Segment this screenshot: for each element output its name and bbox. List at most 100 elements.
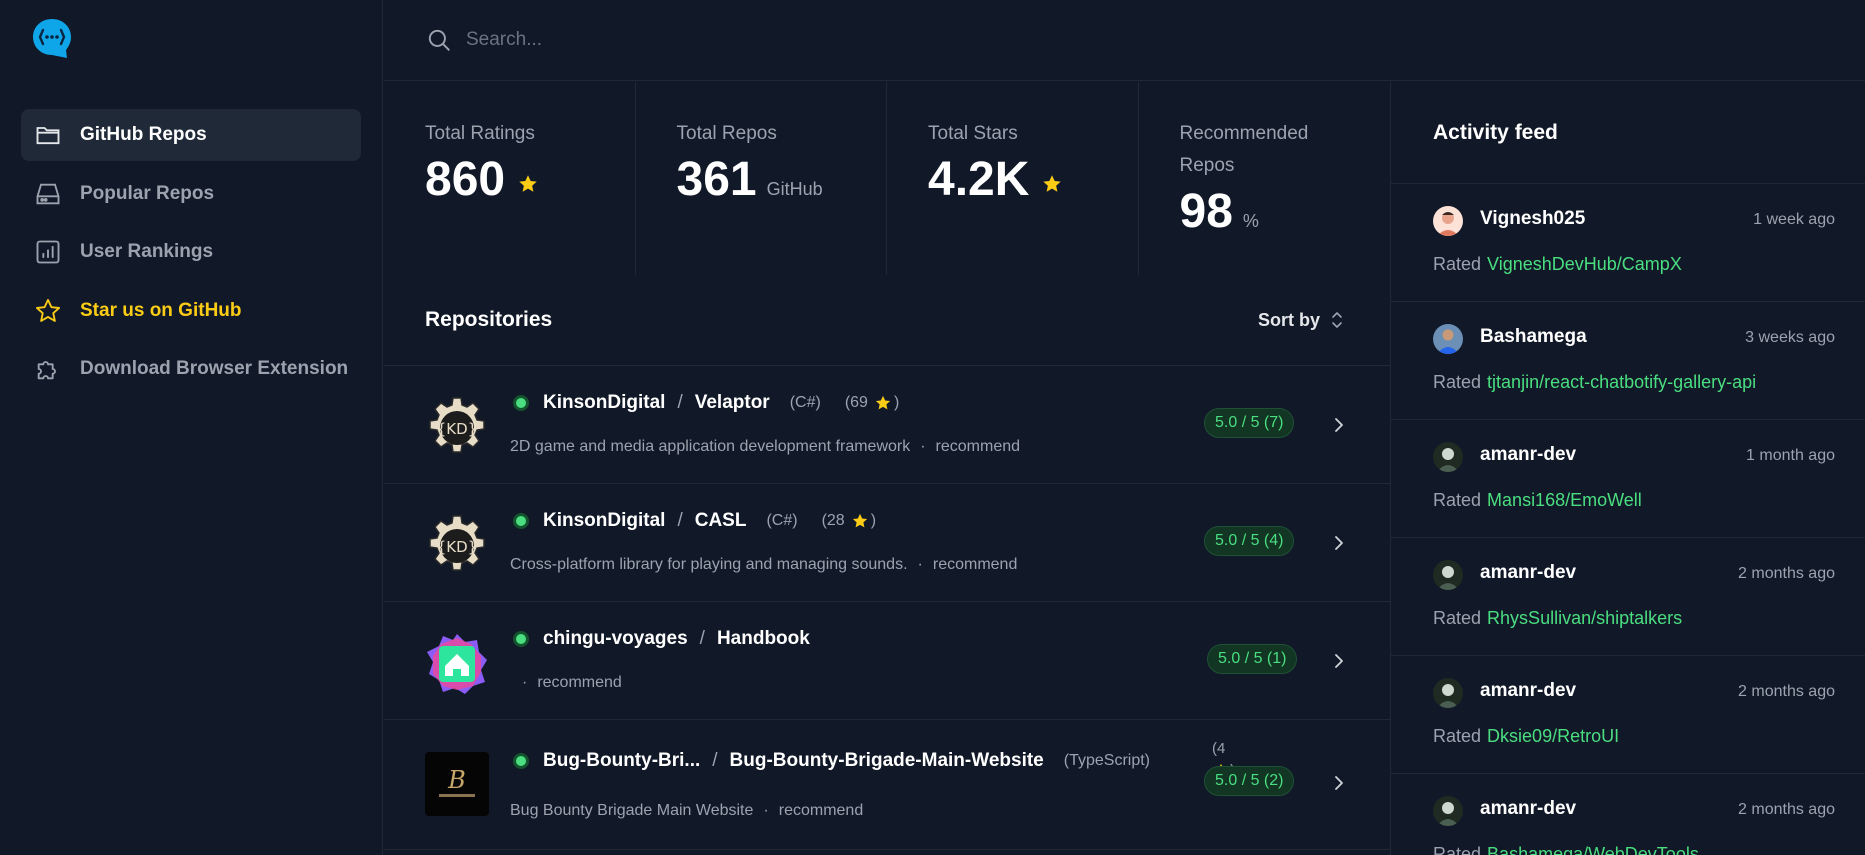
search-input[interactable] [466,29,1066,51]
puzzle-icon [33,354,63,384]
user-avatar[interactable] [1433,560,1463,590]
stat-label: Recommended Repos [1179,123,1309,176]
repo-description: Bug Bounty Brigade Main Website [510,802,754,819]
repo-language: (C#) [766,512,798,529]
section-title: Repositories [425,308,553,331]
search-bar [384,0,1865,81]
separator: / [712,750,718,771]
rating-badge: 5.0 / 5 (7) [1204,408,1295,438]
stat-total-ratings: Total Ratings 860 [384,82,636,275]
repo-description: Cross-platform library for playing and m… [510,556,908,573]
feed-username[interactable]: amanr-dev [1480,798,1577,819]
repo-row[interactable]: chingu-voyages / Handbook · recommend 5.0… [384,602,1390,720]
sidebar-item-user-rankings[interactable]: User Rankings [21,226,361,278]
stat-value: 98 [1179,185,1233,238]
feed-username[interactable]: Bashamega [1480,326,1587,347]
chevron-right-icon[interactable] [1329,415,1349,435]
repositories-header: Repositories Sort by [384,275,1390,366]
feed-username[interactable]: amanr-dev [1480,680,1577,701]
feed-repo-link[interactable]: tjtanjin/react-chatbotify-gallery-api [1487,372,1757,392]
repo-owner-link[interactable]: KinsonDigital [543,510,666,531]
chevron-right-icon[interactable] [1329,533,1349,553]
stat-label: Total Ratings [425,123,535,144]
feed-timestamp: 1 month ago [1746,447,1835,464]
repo-name-link[interactable]: CASL [694,510,747,531]
feed-repo-link[interactable]: RhysSullivan/shiptalkers [1487,608,1683,628]
repo-name-link[interactable]: Velaptor [694,392,770,413]
feed-item: amanr-dev 2 months ago Rated Dksie09/Retr… [1391,656,1865,774]
chevron-right-icon[interactable] [1329,651,1349,671]
stars-count: (28 [821,512,845,529]
sidebar-item-label: GitHub Repos [80,124,207,145]
separator: · [917,556,923,573]
feed-title: Activity feed [1391,82,1865,184]
repo-stars: (28 ) [822,512,876,530]
user-avatar[interactable] [1433,206,1463,236]
kinson-digital-gear-avatar: {KD} [429,397,485,453]
star-icon [852,513,867,528]
star-icon [1043,175,1062,192]
drive-icon [33,179,63,209]
repo-owner-link[interactable]: Bug-Bounty-Bri... [543,750,701,771]
stars-count: (69 [844,394,868,411]
feed-username[interactable]: amanr-dev [1480,562,1577,583]
repo-tag: recommend [935,438,1021,455]
sidebar-item-star-us[interactable]: Star us on GitHub [21,285,361,337]
separator: · [920,438,926,455]
repo-row[interactable]: {KD} KinsonDigital / CASL (C#) (28 ) Cro… [384,484,1390,602]
repo-description: 2D game and media application developmen… [510,438,911,455]
status-dot [513,631,529,647]
bug-bounty-brigade-avatar: B [425,752,489,816]
activity-feed: Activity feed Vignesh025 1 week ago Rate… [1390,82,1865,855]
stat-recommended-repos: Recommended Repos 98 % [1139,82,1391,275]
feed-action: Rated [1433,372,1482,392]
feed-item: Bashamega 3 weeks ago Rated tjtanjin/reac… [1391,302,1865,420]
user-avatar[interactable] [1433,324,1463,354]
user-avatar[interactable] [1433,678,1463,708]
chevron-right-icon[interactable] [1329,773,1349,793]
feed-repo-link[interactable]: Mansi168/EmoWell [1487,490,1642,510]
user-avatar[interactable] [1433,796,1463,826]
repo-name-link[interactable]: Handbook [716,628,810,649]
feed-timestamp: 2 months ago [1738,801,1835,818]
feed-timestamp: 1 week ago [1753,211,1835,228]
feed-repo-link[interactable]: VigneshDevHub/CampX [1487,254,1682,274]
repo-row[interactable]: {KD} KinsonDigital / Velaptor (C#) (69 )… [384,366,1390,484]
sidebar-item-github-repos[interactable]: GitHub Repos [21,109,361,161]
separator: / [699,628,705,649]
user-avatar[interactable] [1433,442,1463,472]
stat-unit: % [1242,211,1259,231]
feed-repo-link[interactable]: Dksie09/RetroUI [1487,726,1620,746]
svg-text:B: B [447,766,466,794]
repo-row[interactable]: B Bug-Bounty-Bri... / Bug-Bounty-Brigade… [384,720,1390,850]
repo-owner-link[interactable]: chingu-voyages [543,628,688,649]
svg-text:{KD}: {KD} [437,538,477,556]
repo-owner-link[interactable]: KinsonDigital [543,392,666,413]
sidebar-item-label: Popular Repos [80,182,215,204]
stat-unit: GitHub [766,179,823,199]
separator: · [522,674,528,691]
chevron-up-down-icon [1332,312,1342,328]
sidebar-item-download-extension[interactable]: Download Browser Extension [21,343,361,395]
repo-name-link[interactable]: Bug-Bounty-Brigade-Main-Website [729,750,1044,771]
chat-bubble-code-icon[interactable] [31,17,73,59]
feed-item: amanr-dev 2 months ago Rated RhysSullivan… [1391,538,1865,656]
stat-value: 860 [425,153,506,206]
feed-timestamp: 2 months ago [1738,683,1835,700]
stat-total-repos: Total Repos 361 GitHub [636,82,887,275]
feed-username[interactable]: amanr-dev [1480,444,1577,465]
svg-text:{KD}: {KD} [437,420,477,438]
repo-tag: recommend [778,802,864,819]
stats-row: Total Ratings 860 Total Repos 361 GitHub… [384,82,1390,275]
status-dot [513,753,529,769]
sidebar-item-popular-repos[interactable]: Popular Repos [21,168,361,220]
sort-button[interactable]: Sort by [1258,310,1344,331]
repo-stars: (69 ) [845,394,899,412]
status-dot [513,395,529,411]
feed-username[interactable]: Vignesh025 [1480,208,1586,229]
feed-repo-link[interactable]: Bashamega/WebDevTools [1487,844,1699,855]
feed-action: Rated [1433,608,1482,628]
sidebar-item-label: Star us on GitHub [80,299,242,321]
main-content: Total Ratings 860 Total Repos 361 GitHub… [384,82,1390,855]
stars-close: ) [893,394,900,411]
